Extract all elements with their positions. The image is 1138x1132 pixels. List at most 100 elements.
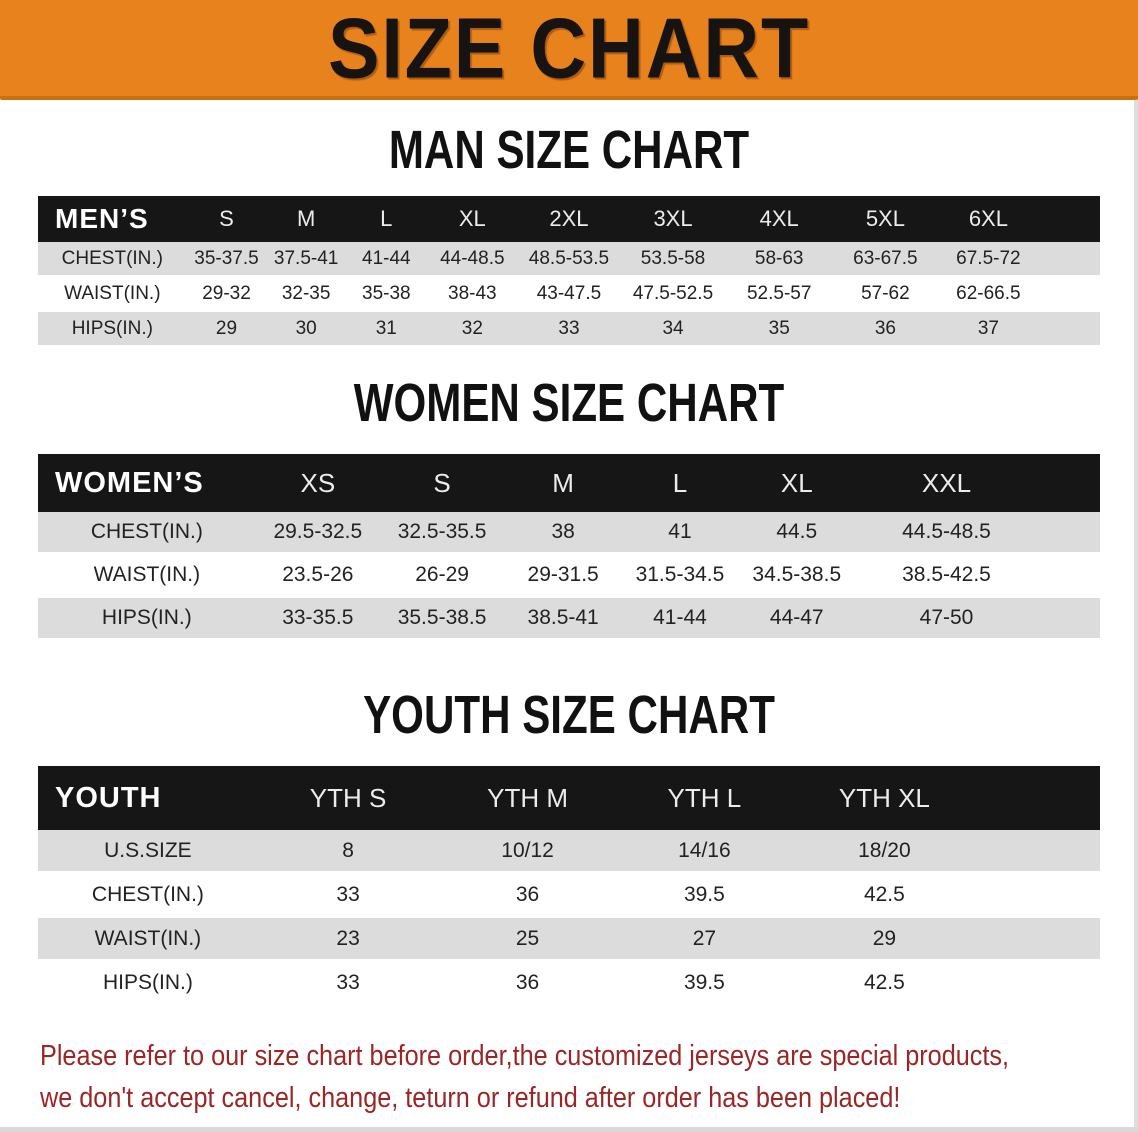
women-section-title-text: WOMEN SIZE CHART — [353, 373, 785, 433]
cell: 36 — [515, 882, 540, 906]
cell: 48.5-53.5 — [528, 247, 610, 269]
cell: 44.5-48.5 — [902, 520, 991, 543]
cell: 42.5 — [863, 970, 905, 994]
row-label: HIPS(IN.) — [102, 970, 193, 994]
women-size-s: S — [433, 467, 451, 498]
row-label: CHEST(IN.) — [91, 882, 204, 906]
men-size-4xl: 4XL — [759, 206, 799, 231]
row-label: HIPS(IN.) — [101, 606, 192, 629]
spacer — [977, 918, 1100, 959]
row-label: CHEST(IN.) — [61, 247, 163, 269]
men-header-label: MEN’S — [55, 203, 149, 234]
row-label: CHEST(IN.) — [90, 520, 203, 543]
cell: 57-62 — [861, 282, 910, 304]
men-size-2xl: 2XL — [549, 206, 589, 231]
cell: 44.5 — [776, 520, 818, 543]
cell: 29-32 — [202, 282, 251, 304]
row-label: WAIST(IN.) — [64, 282, 161, 304]
women-size-table: WOMEN’S XS S M L XL XXL CHEST(IN.) 29.5-… — [38, 454, 1100, 638]
men-size-m: M — [296, 206, 316, 231]
cell: 25 — [515, 926, 540, 950]
youth-waist-row: WAIST(IN.) 23 25 27 29 — [38, 918, 1100, 959]
cell: 44-48.5 — [440, 247, 505, 269]
spacer — [1038, 312, 1100, 345]
youth-section-title: YOUTH SIZE CHART — [0, 685, 1138, 745]
women-section-title: WOMEN SIZE CHART — [0, 373, 1138, 433]
cell: 38.5-41 — [527, 606, 599, 629]
spacer — [977, 766, 1100, 830]
cell: 52.5-57 — [746, 282, 812, 304]
women-size-xxl: XXL — [921, 467, 972, 498]
spacer — [1037, 555, 1100, 595]
youth-section-title-text: YOUTH SIZE CHART — [363, 685, 775, 745]
youth-ussize-row: U.S.SIZE 8 10/12 14/16 18/20 — [38, 830, 1100, 871]
cell: 43-47.5 — [536, 282, 602, 304]
spacer — [1037, 454, 1100, 512]
men-section-title-text: MAN SIZE CHART — [388, 120, 750, 180]
youth-header-label: YOUTH — [55, 781, 162, 814]
youth-size-m: YTH M — [487, 782, 568, 813]
women-size-l: L — [672, 467, 688, 498]
men-size-s: S — [219, 206, 234, 231]
cell: 47.5-52.5 — [632, 282, 714, 304]
men-header-row: MEN’S S M L XL 2XL 3XL 4XL 5XL 6XL — [38, 196, 1100, 242]
cell: 10/12 — [501, 838, 554, 862]
cell: 26-29 — [415, 563, 469, 586]
spacer — [1038, 277, 1100, 310]
spacer — [1038, 242, 1100, 275]
women-size-xs: XS — [300, 467, 336, 498]
cell: 14/16 — [678, 838, 731, 862]
men-hips-row: HIPS(IN.) 29 30 31 32 33 34 35 36 37 — [38, 312, 1100, 345]
cell: 44-47 — [769, 606, 824, 629]
disclaimer-line-1: Please refer to our size chart before or… — [40, 1040, 1010, 1072]
men-size-table: MEN’S S M L XL 2XL 3XL 4XL 5XL 6XL CHEST… — [38, 196, 1100, 345]
spacer — [977, 830, 1100, 871]
cell: 37.5-41 — [273, 247, 339, 269]
cell: 31 — [375, 317, 397, 339]
scan-edge-right — [1134, 100, 1138, 1127]
cell: 30 — [295, 317, 317, 339]
row-label: HIPS(IN.) — [71, 317, 153, 339]
men-section-title: MAN SIZE CHART — [0, 120, 1138, 180]
disclaimer-line-2: we don't accept cancel, change, teturn o… — [40, 1082, 901, 1114]
cell: 41-44 — [653, 606, 707, 629]
cell: 41-44 — [362, 247, 411, 269]
cell: 29 — [872, 926, 897, 950]
youth-size-xl: YTH XL — [838, 782, 930, 813]
cell: 39.5 — [683, 970, 725, 994]
row-label: WAIST(IN.) — [93, 563, 201, 586]
spacer — [1037, 512, 1100, 552]
men-size-3xl: 3XL — [653, 206, 693, 231]
disclaimer: Please refer to our size chart before or… — [40, 1035, 1138, 1119]
cell: 34 — [662, 317, 684, 339]
cell: 33-35.5 — [282, 606, 354, 629]
cell: 31.5-34.5 — [635, 563, 725, 586]
women-size-xl: XL — [780, 467, 813, 498]
cell: 47-50 — [919, 606, 974, 629]
cell: 29-31.5 — [527, 563, 599, 586]
row-label: WAIST(IN.) — [94, 926, 202, 950]
cell: 63-67.5 — [853, 247, 918, 269]
youth-chest-row: CHEST(IN.) 33 36 39.5 42.5 — [38, 874, 1100, 915]
women-header-row: WOMEN’S XS S M L XL XXL — [38, 454, 1100, 512]
cell: 36 — [515, 970, 540, 994]
cell: 33 — [336, 882, 360, 906]
cell: 27 — [692, 926, 717, 950]
cell: 35 — [768, 317, 790, 339]
cell: 36 — [874, 317, 896, 339]
cell: 35-38 — [362, 282, 411, 304]
cell: 23 — [336, 926, 360, 950]
row-label: U.S.SIZE — [104, 838, 192, 862]
cell: 53.5-58 — [640, 247, 706, 269]
men-chest-row: CHEST(IN.) 35-37.5 37.5-41 41-44 44-48.5… — [38, 242, 1100, 275]
cell: 38 — [551, 520, 575, 543]
cell: 38-43 — [448, 282, 497, 304]
cell: 35.5-38.5 — [397, 606, 487, 629]
cell: 23.5-26 — [282, 563, 354, 586]
women-waist-row: WAIST(IN.) 23.5-26 26-29 29-31.5 31.5-34… — [38, 555, 1100, 595]
women-chest-row: CHEST(IN.) 29.5-32.5 32.5-35.5 38 41 44.… — [38, 512, 1100, 552]
cell: 35-37.5 — [194, 247, 259, 269]
scan-edge-bottom — [0, 1127, 1138, 1132]
youth-size-table: YOUTH YTH S YTH M YTH L YTH XL U.S.SIZE … — [38, 766, 1100, 1003]
cell: 34.5-38.5 — [752, 563, 842, 586]
